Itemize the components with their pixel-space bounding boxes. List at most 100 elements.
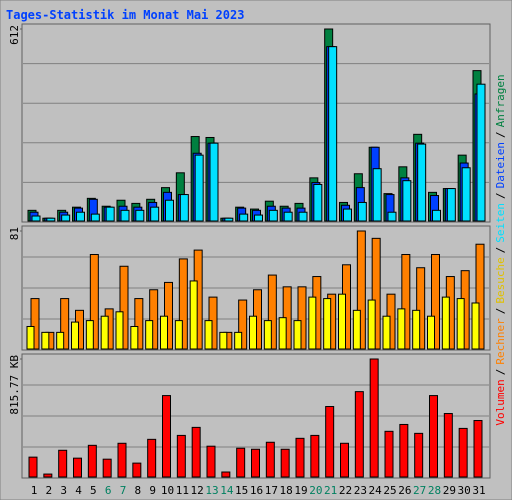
bar [254,214,263,222]
bar [431,254,440,350]
legend: Volumen / Rechner / Besuche / Seiten / Dateien / A… [494,74,507,425]
bar [357,201,367,222]
x-tick-label: 10 [161,484,174,497]
x-tick-label: 18 [280,484,293,497]
bar [224,217,234,222]
bar [76,211,85,222]
x-tick-label: 27 [413,484,426,497]
x-tick-label: 2 [46,484,53,497]
bar [369,358,379,478]
bar [115,311,124,350]
bar [325,406,335,478]
bar [89,254,99,350]
bar [165,199,174,222]
legend-entry: Besuche [494,257,507,303]
bar [295,437,305,478]
bar [150,206,160,222]
bar [446,188,456,222]
bar [147,438,157,478]
bar [30,298,40,350]
bar [46,217,56,222]
bar [239,213,249,222]
bar [174,320,183,350]
bar [176,434,186,478]
x-tick-label: 4 [75,484,82,497]
bar [135,209,145,222]
bar [441,296,450,350]
bar [343,208,352,222]
x-tick-label: 14 [220,484,234,497]
x-tick-label: 31 [472,484,485,497]
bar [56,331,65,350]
bar [371,237,381,350]
x-tick-label: 5 [90,484,97,497]
bar [367,299,376,350]
bar [43,473,53,478]
bar [427,315,435,350]
legend-entry: Anfragen [494,74,507,127]
bar [58,449,68,478]
x-tick-label: 12 [191,484,204,497]
bar [456,298,465,350]
legend-entry: Dateien [494,142,507,188]
bar [60,298,70,350]
bar [268,209,278,222]
bar [432,209,441,222]
bar [265,441,275,478]
bar [28,456,38,478]
bar [160,315,168,350]
x-tick-label: 17 [265,484,278,497]
bar [149,289,159,350]
bar [338,293,346,350]
bar [354,391,364,478]
bar [323,298,332,350]
panel [21,23,491,223]
bar [461,167,471,222]
x-tick-label: 21 [324,484,337,497]
legend-separator: / [494,192,507,199]
bar [189,280,198,350]
x-tick-label: 19 [294,484,307,497]
x-tick-label: 1 [31,484,38,497]
bar [402,180,412,222]
bar [194,154,204,222]
bar [249,315,257,350]
bar [130,325,139,350]
bar [102,458,112,478]
bar [297,286,307,350]
legend-separator: / [494,369,507,376]
bar [310,434,320,478]
bar [178,258,188,350]
bar [372,168,382,222]
bar [399,423,409,478]
bar [73,457,82,478]
bar [313,183,323,222]
bar [416,267,426,350]
x-tick-label: 26 [398,484,411,497]
bar [105,206,115,222]
y-tick-label: 815.77 KB [8,355,21,415]
bar [117,442,127,478]
legend-entry: Volumen [494,379,507,425]
x-tick-label: 20 [309,484,322,497]
x-tick-label: 28 [428,484,441,497]
x-tick-label: 30 [458,484,471,497]
x-tick-label: 6 [105,484,112,497]
x-tick-label: 15 [235,484,248,497]
legend-separator: / [494,247,507,254]
y-tick-label: 612 [8,25,21,45]
x-tick-label: 24 [369,484,383,497]
bar [236,447,246,478]
bar [476,83,486,222]
x-tick-label: 25 [383,484,396,497]
chart-title: Tages-Statistik im Monat Mai 2023 [6,8,244,22]
x-tick-label: 22 [339,484,352,497]
bar [71,321,79,350]
bar [387,211,397,222]
bar [132,462,142,478]
bar [134,298,144,350]
bar [41,331,50,350]
bar [221,471,231,478]
legend-separator: / [494,131,507,138]
